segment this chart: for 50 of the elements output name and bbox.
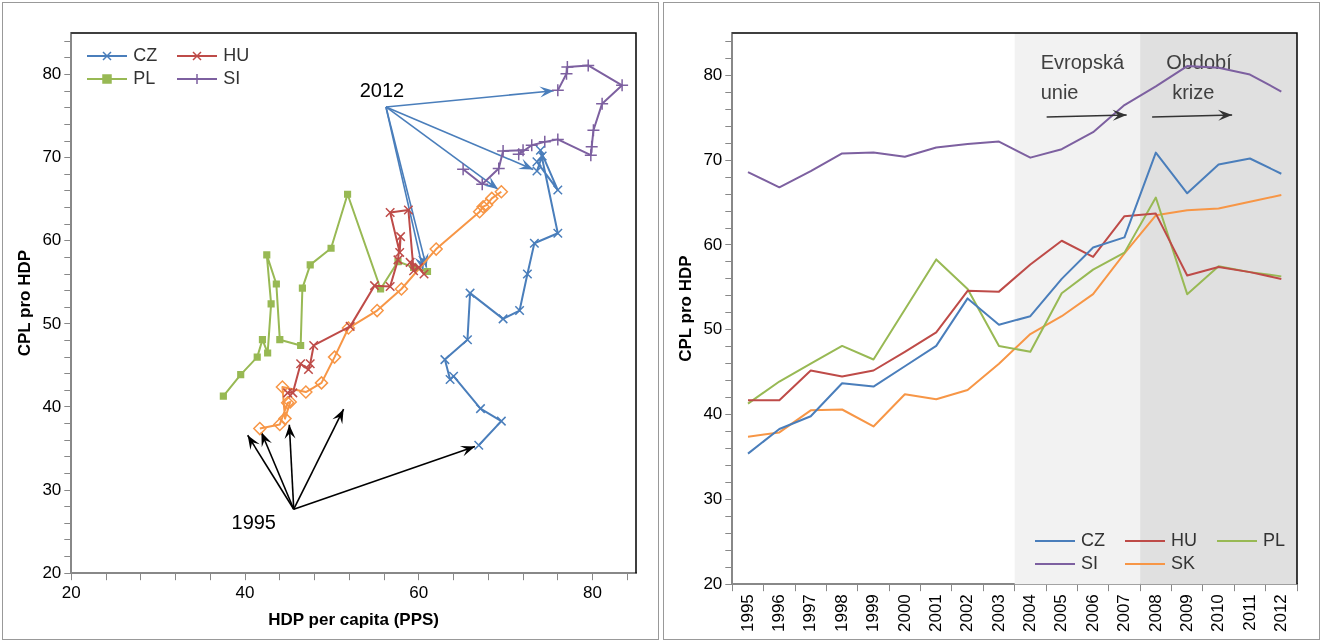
- legend-label: PL: [133, 68, 156, 89]
- y-tick-label: 20: [42, 562, 62, 582]
- y-axis-title: CPL pro HDP: [14, 249, 34, 357]
- legend-label: PL: [1262, 530, 1285, 552]
- x-axis-title: HDP per capita (PPS): [268, 610, 439, 630]
- x-tick-label: 80: [583, 583, 603, 603]
- x-tick-label: 2004: [1020, 594, 1040, 633]
- x-tick-label: 2007: [1114, 594, 1134, 633]
- y-tick-label: 30: [42, 479, 62, 499]
- y-tick-label: 50: [42, 313, 62, 333]
- x-tick-label: 2012: [1271, 594, 1290, 633]
- x-tick-label: 2009: [1176, 594, 1196, 633]
- x-tick-label: 2002: [957, 594, 977, 633]
- x-tick-label: 2006: [1082, 594, 1102, 633]
- x-tick-label: 2001: [925, 594, 945, 633]
- x-tick-label: 2011: [1239, 594, 1259, 631]
- y-tick-label: 60: [703, 234, 723, 254]
- legend-label: SI: [1080, 553, 1098, 575]
- x-tick-label: 40: [235, 583, 255, 603]
- y-tick-label: 50: [703, 319, 723, 339]
- y-tick-label: 70: [703, 149, 723, 169]
- annotation: 2012: [359, 78, 405, 101]
- legend-label: CZ: [1080, 530, 1105, 552]
- y-tick-label: 30: [703, 489, 723, 509]
- x-tick-label: 1997: [800, 594, 820, 633]
- x-tick-label: 60: [409, 583, 429, 603]
- x-tick-label: 1996: [769, 594, 789, 633]
- legend-label: SI: [223, 68, 241, 89]
- x-tick-label: 2003: [988, 594, 1008, 633]
- y-tick-label: 80: [42, 64, 62, 84]
- x-tick-label: 20: [61, 583, 81, 603]
- x-tick-label: 2000: [894, 594, 914, 633]
- y-axis-title: CPL pro HDP: [675, 255, 695, 362]
- x-tick-label: 2008: [1145, 594, 1165, 633]
- legend-label: SK: [1170, 553, 1195, 575]
- x-tick-label: 1998: [831, 594, 851, 633]
- legend-label: HU: [1170, 530, 1197, 552]
- x-tick-label: 2010: [1208, 594, 1228, 633]
- x-tick-label: 2005: [1051, 594, 1071, 633]
- band-label: Evropská unie: [1040, 51, 1125, 103]
- x-tick-label: 1995: [737, 594, 757, 633]
- y-tick-label: 40: [42, 396, 62, 416]
- y-tick-label: 70: [42, 147, 62, 167]
- legend-label: HU: [223, 45, 250, 66]
- legend-label: CZ: [133, 45, 158, 66]
- annotation: 1995: [231, 511, 277, 534]
- y-tick-label: 60: [42, 230, 62, 250]
- x-tick-label: 1999: [863, 594, 883, 633]
- y-tick-label: 80: [703, 65, 723, 85]
- y-tick-label: 40: [703, 404, 723, 424]
